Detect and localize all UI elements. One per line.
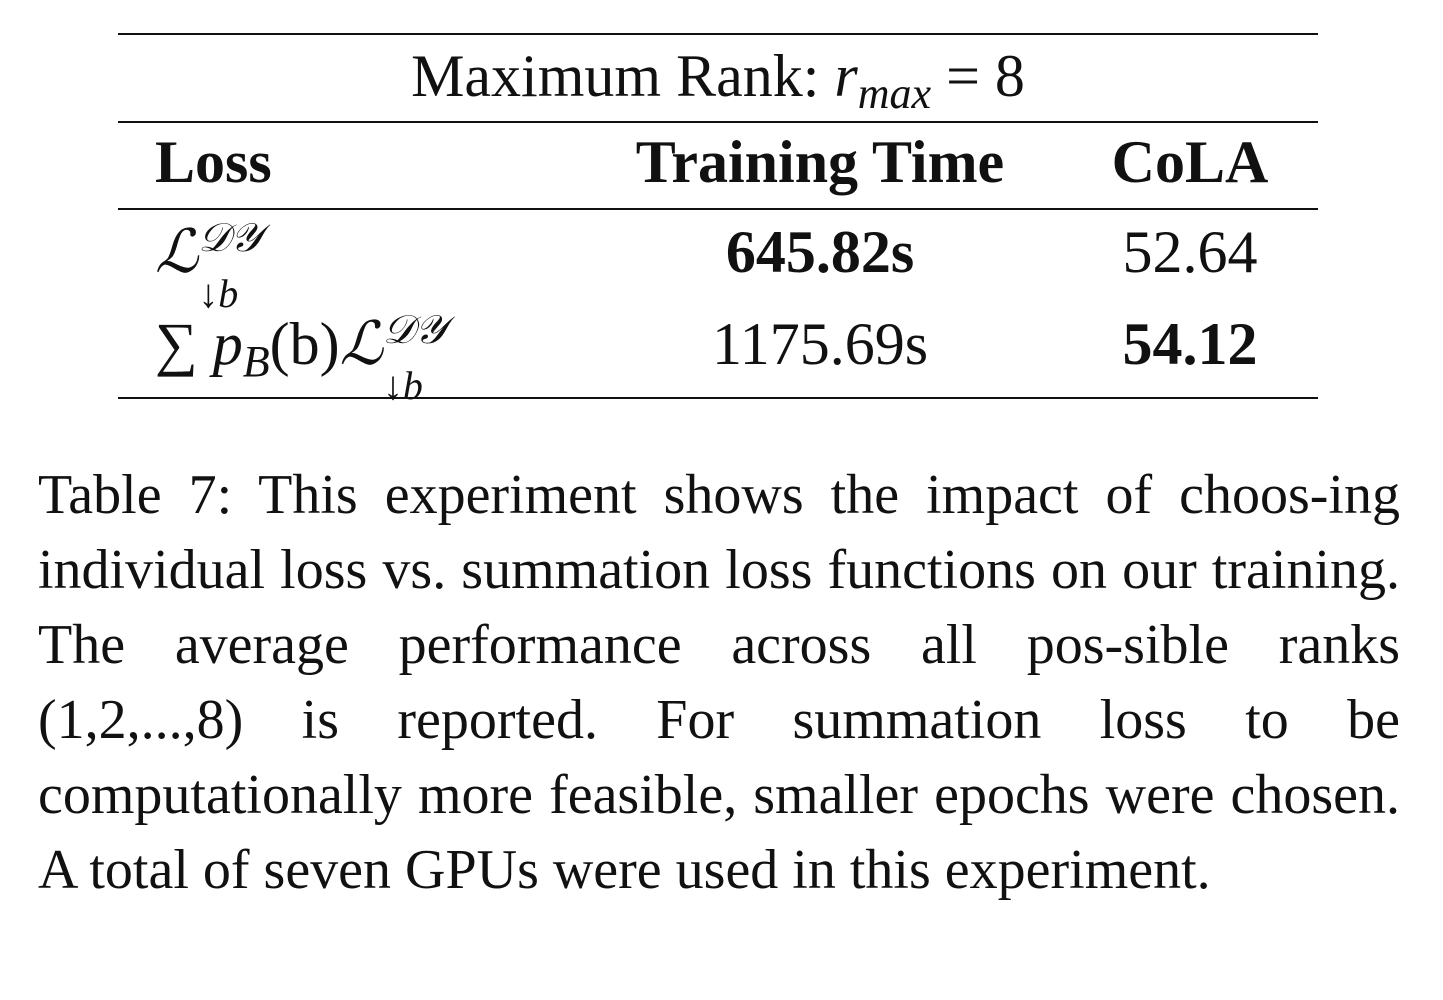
table-title-math: r — [834, 43, 858, 109]
row1-training-time: 645.82s — [725, 219, 915, 285]
table-caption: Table 7: This experiment shows the impac… — [38, 464, 1400, 901]
row2-loss-symbol: ℒ — [339, 309, 383, 379]
row2-loss-prefix: ∑ p — [155, 311, 243, 377]
row2-cola: 54.12 — [1122, 311, 1258, 377]
row2-loss-prefix-sub: B — [242, 337, 270, 386]
row1-loss: ℒ 𝒟𝒴 ↓b — [155, 214, 288, 316]
table-top-rule — [118, 33, 1318, 35]
table-title-text: Maximum Rank: — [411, 43, 835, 109]
table-title-math-sub: max — [857, 69, 932, 118]
row1-loss-scripts: 𝒟𝒴 ↓b — [198, 214, 288, 316]
header-training-time: Training Time — [635, 129, 1005, 195]
row2-loss-scripts: 𝒟𝒴 ↓b — [383, 306, 473, 408]
table-bottom-rule — [118, 397, 1318, 399]
table-title: Maximum Rank: rmax = 8 — [118, 38, 1318, 118]
row1-loss-sup: 𝒟𝒴 — [198, 215, 262, 261]
row2-loss: ∑ pB(b)ℒ 𝒟𝒴 ↓b — [155, 306, 473, 408]
row2-loss-sup: 𝒟𝒴 — [382, 307, 447, 353]
row1-loss-symbol: ℒ — [155, 217, 199, 287]
row2-training-time: 1175.69s — [711, 311, 929, 377]
table-title-math-rest: = 8 — [931, 43, 1025, 109]
table-title-rule — [118, 121, 1318, 123]
header-loss: Loss — [155, 129, 272, 195]
row1-loss-sub: ↓b — [198, 271, 239, 316]
row2-loss-sub: ↓b — [382, 363, 423, 408]
header-cola: CoLA — [1111, 129, 1269, 195]
row1-cola: 52.64 — [1122, 219, 1258, 285]
table-header-rule — [118, 208, 1318, 210]
row2-loss-prefix-rest: (b) — [269, 311, 340, 377]
